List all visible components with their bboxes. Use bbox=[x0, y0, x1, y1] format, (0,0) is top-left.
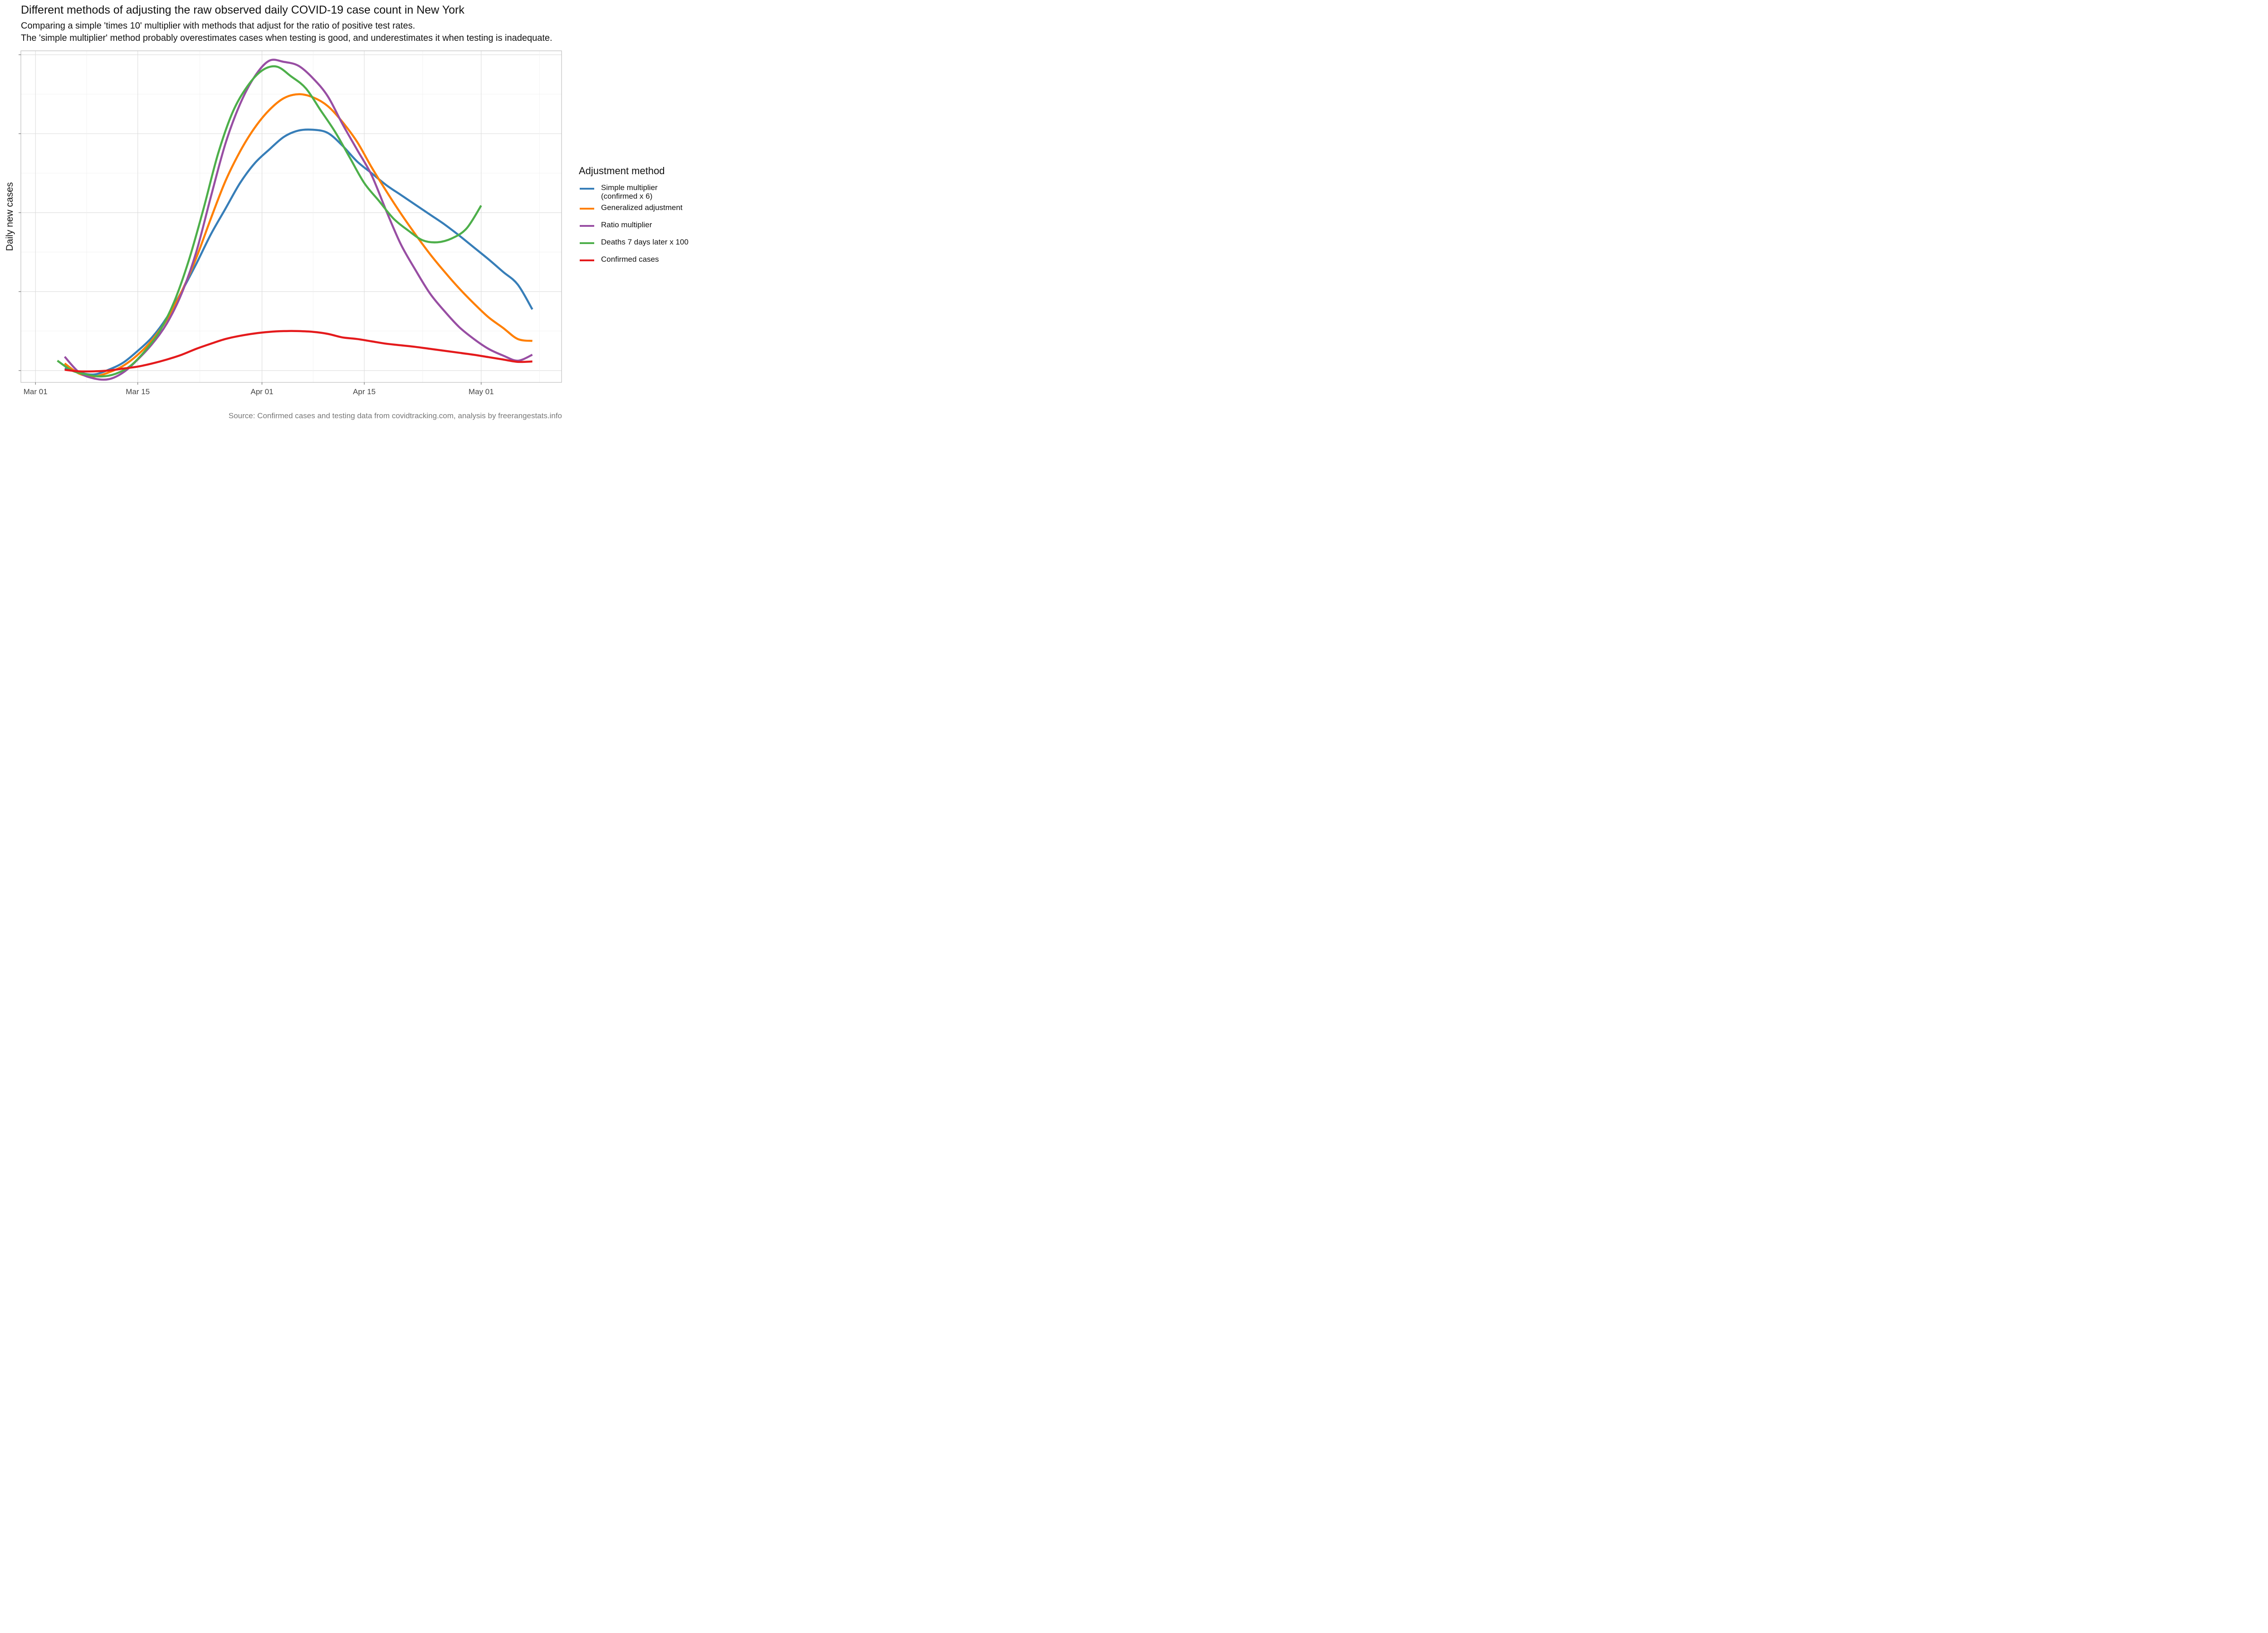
legend-key-swatch bbox=[580, 242, 594, 244]
legend-label: Simple multiplier (confirmed x 6) bbox=[601, 183, 658, 200]
legend-label: Deaths 7 days later x 100 bbox=[601, 238, 689, 246]
legend-title: Adjustment method bbox=[579, 165, 665, 176]
legend-item-3: Ratio multiplier bbox=[579, 220, 665, 238]
y-axis-label: Daily new cases bbox=[5, 182, 15, 251]
series-line-5 bbox=[64, 330, 533, 373]
chart-subtitle-line-2: The 'simple multiplier' method probably … bbox=[21, 33, 552, 43]
legend-label: Generalized adjustment bbox=[601, 203, 683, 212]
x-tick-label: Apr 15 bbox=[353, 387, 376, 396]
plot-panel-border bbox=[20, 50, 562, 383]
legend-item-1: Simple multiplier (confirmed x 6) bbox=[579, 183, 665, 203]
x-tick-label: Mar 15 bbox=[126, 387, 150, 396]
x-tick-label: May 01 bbox=[469, 387, 494, 396]
legend-items: Simple multiplier (confirmed x 6) General… bbox=[579, 183, 689, 272]
series-line-2 bbox=[64, 93, 533, 378]
axes: Mar 01 Mar 15 Apr 01 Apr 15 May 01 bbox=[19, 54, 494, 396]
legend-key-swatch bbox=[580, 188, 594, 190]
legend: Adjustment method Simple multiplier (con… bbox=[579, 165, 689, 272]
series-lines bbox=[57, 59, 533, 381]
line-chart: Mar 01 Mar 15 Apr 01 Apr 15 May 01 Daily new… bbox=[5, 50, 562, 396]
chart-subtitle-line-1: Comparing a simple 'times 10' multiplier… bbox=[21, 21, 415, 31]
legend-label: Ratio multiplier bbox=[601, 220, 652, 229]
source-caption: Source: Confirmed cases and testing data… bbox=[228, 411, 562, 420]
legend-item-5: Confirmed cases bbox=[579, 255, 665, 272]
legend-key-swatch bbox=[580, 259, 594, 261]
series-line-1 bbox=[64, 128, 533, 376]
legend-label: Confirmed cases bbox=[601, 255, 659, 264]
legend-key-swatch bbox=[580, 225, 594, 227]
series-line-3 bbox=[64, 59, 533, 381]
grid-lines bbox=[21, 51, 562, 382]
legend-item-2: Generalized adjustment bbox=[579, 203, 683, 220]
legend-key-swatch bbox=[580, 208, 594, 210]
x-tick-label: Mar 01 bbox=[24, 387, 48, 396]
x-tick-label: Apr 01 bbox=[251, 387, 274, 396]
series-line-4 bbox=[57, 65, 482, 378]
legend-item-4: Deaths 7 days later x 100 bbox=[579, 238, 689, 255]
chart-title: Different methods of adjusting the raw o… bbox=[21, 4, 464, 16]
